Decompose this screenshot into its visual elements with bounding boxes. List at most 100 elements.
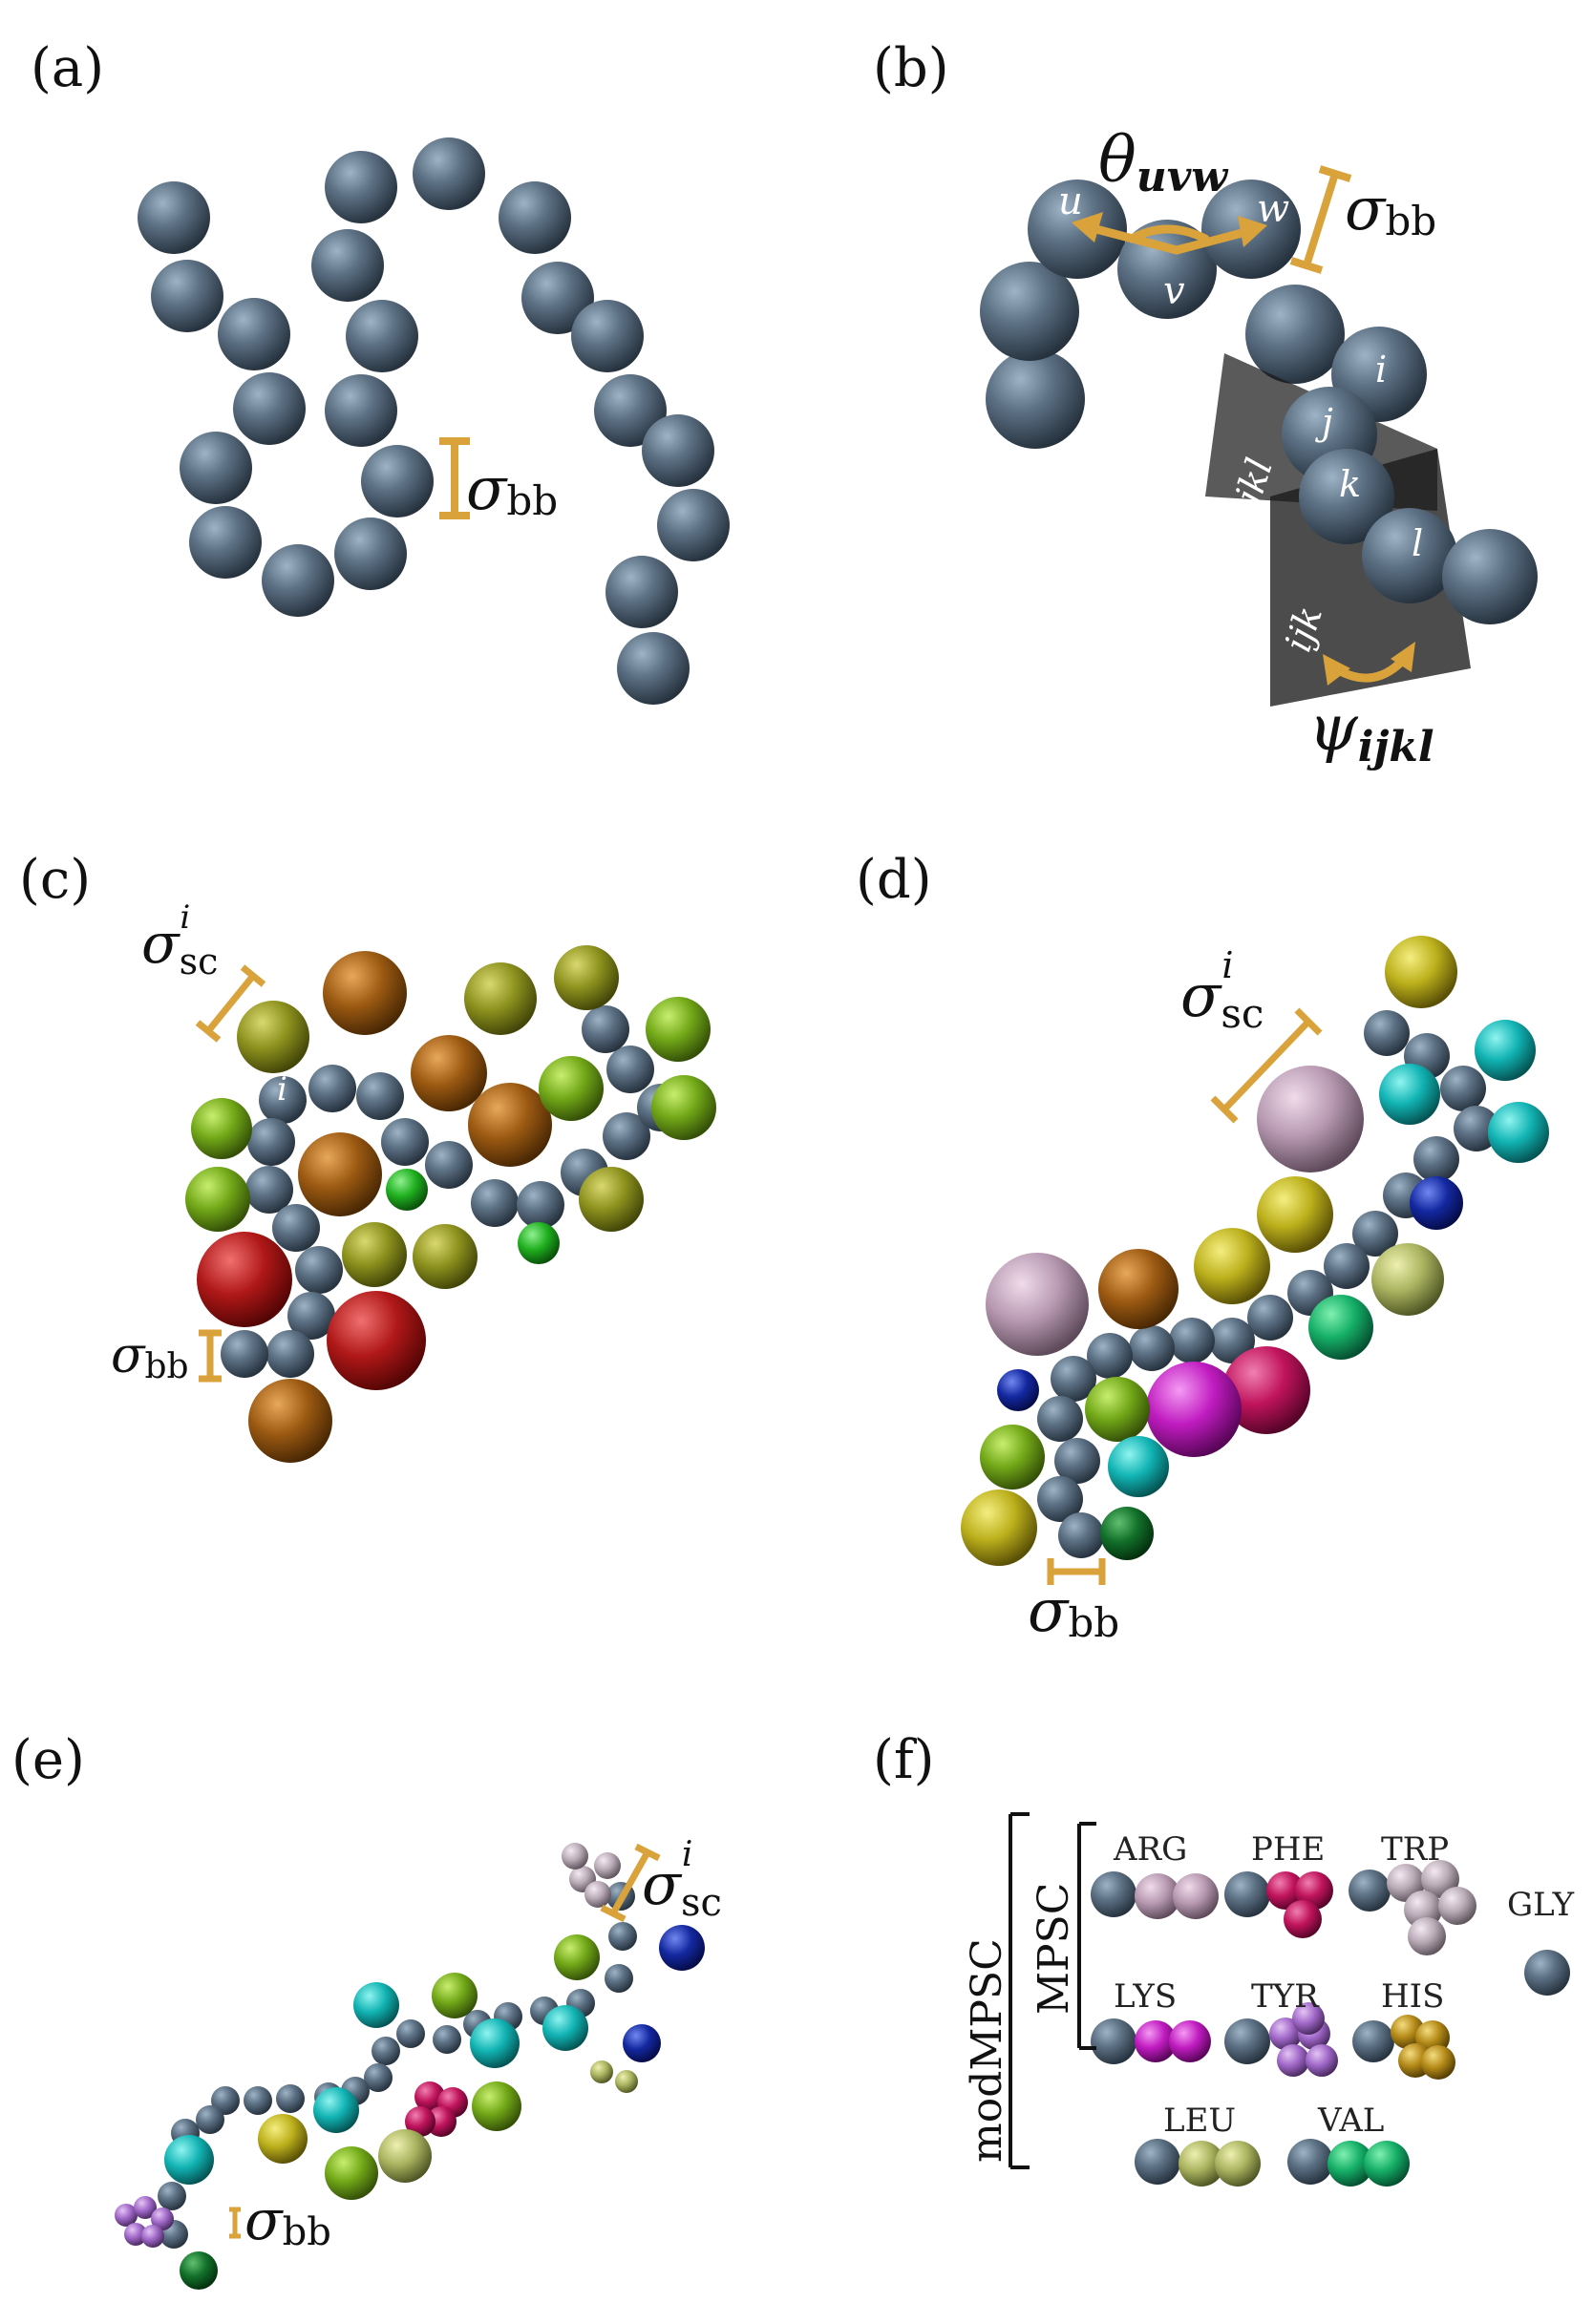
backbone-bead [218, 298, 290, 370]
dihedral-arrowhead-right [1391, 642, 1415, 672]
side-chain-bead [258, 2114, 308, 2164]
backbone-bead [517, 1181, 564, 1229]
arg-backbone-bead [1091, 1871, 1136, 1917]
angle-theta-arrows [1084, 222, 1254, 255]
side-chain-bead [313, 2087, 359, 2133]
val-backbone-bead [1287, 2139, 1333, 2185]
side-chain-bead [470, 2018, 520, 2068]
backbone-bead [1058, 1512, 1104, 1558]
side-chain-bead [1488, 1102, 1549, 1163]
backbone-bead [1129, 1325, 1175, 1371]
panel-label-f: (f) [873, 1729, 934, 1791]
side-chain-bead [378, 2129, 432, 2183]
bead-label-l: l [1412, 522, 1423, 564]
panel-f-residue-legend [1091, 1860, 1570, 2187]
side-chain-bead [386, 1169, 428, 1211]
backbone-bead [272, 1204, 320, 1252]
side-chain-bead [191, 1098, 252, 1159]
backbone-bead [571, 300, 644, 372]
panel-label-b: (b) [873, 37, 949, 99]
backbone-bead [1352, 1211, 1398, 1257]
dihedral-bead [1362, 508, 1457, 603]
backbone-bead [605, 1964, 633, 1993]
side-chain-bead [342, 1222, 407, 1287]
backbone-bead [605, 556, 678, 628]
side-chain-bead [554, 945, 619, 1010]
backbone-bead [356, 1072, 404, 1120]
side-chain-bead [298, 1132, 382, 1216]
side-chain-bead [432, 1973, 478, 2018]
side-chain-bead [164, 2135, 214, 2185]
trp-side-bead [1438, 1887, 1476, 1925]
backbone-bead [1051, 1356, 1096, 1402]
side-chain-bead [1222, 1346, 1310, 1434]
arg-side-bead [1173, 1873, 1219, 1919]
legend-label-arg: ARG [1113, 1830, 1187, 1869]
phe-side-bead [1266, 1871, 1305, 1910]
side-chain-bead [1100, 1507, 1154, 1560]
backbone-bead [980, 262, 1079, 361]
backbone-bead [606, 1046, 654, 1093]
side-chain-bead [411, 1035, 487, 1111]
panel-d-sigma-sc-scalebar [1210, 1007, 1323, 1124]
side-chain-bead [590, 2060, 613, 2083]
side-chain-bead [594, 1852, 621, 1879]
legend-label-phe: PHE [1251, 1830, 1325, 1869]
panel-c-mpsc-model [185, 945, 716, 1463]
backbone-bead [603, 1112, 650, 1160]
backbone-bead [413, 137, 485, 210]
legend-label-trp: TRP [1381, 1830, 1449, 1869]
backbone-bead [180, 432, 252, 504]
tyr-side-bead [1306, 2044, 1338, 2077]
backbone-bead [1442, 529, 1538, 624]
backbone-bead [1454, 1106, 1499, 1151]
backbone-bead [189, 506, 262, 579]
his-backbone-bead [1352, 2020, 1394, 2062]
modmpsc-bracket [1009, 1812, 1030, 2169]
side-chain-bead [1108, 1436, 1169, 1497]
legend-label-his: HIS [1381, 1977, 1444, 2016]
panel-e-sigma-sc-label: σsci [642, 1835, 722, 1925]
backbone-bead [1245, 285, 1345, 384]
side-chain-bead [646, 997, 711, 1062]
backbone-bead [1209, 1318, 1255, 1363]
side-chain-bead [353, 1982, 399, 2028]
side-chain-bead [1257, 1066, 1364, 1173]
gly-bead [1524, 1950, 1570, 1996]
modmpsc-label: modMPSC [963, 1938, 1011, 2163]
backbone-bead [433, 2025, 461, 2054]
backbone-bead [521, 262, 594, 334]
mpsc-label: MPSC [1030, 1883, 1078, 2015]
side-chain-bead [327, 1291, 426, 1390]
side-chain-bead [325, 2146, 378, 2200]
side-chain-bead [1308, 1295, 1373, 1360]
panel-b-sigma-bb-label: σbb [1345, 174, 1436, 244]
backbone-bead [276, 2084, 305, 2113]
backbone-bead [1413, 1136, 1459, 1182]
side-chain-bead [623, 2024, 661, 2062]
bead-label-w: w [1257, 187, 1289, 231]
side-chain-bead [185, 1167, 250, 1232]
panel-e-sigma-bb-label: σbb [244, 2187, 331, 2254]
panel-a-backbone-chain [138, 137, 730, 705]
backbone-bead [608, 1922, 637, 1951]
backbone-bead [244, 2086, 272, 2115]
side-chain-bead [180, 2251, 218, 2290]
backbone-bead [499, 181, 571, 254]
backbone-bead [211, 2086, 240, 2115]
side-chain-bead [615, 2070, 638, 2093]
mpsc-bracket [1077, 1822, 1096, 2050]
backbone-bead [1037, 1396, 1083, 1442]
tyr-side-bead [1292, 2002, 1325, 2035]
legend-label-tyr: TYR [1251, 1977, 1320, 2016]
panel-b-dihedral-beads [1282, 327, 1538, 624]
backbone-bead [1247, 1295, 1293, 1341]
tyr-backbone-bead [1224, 2018, 1270, 2064]
panel-c-sigma-bb-scalebar [199, 1329, 222, 1383]
panel-c-sigma-sc-label: σsci [141, 898, 218, 982]
panel-label-c: (c) [19, 849, 91, 911]
side-chain-bead [1098, 1249, 1179, 1329]
panel-c-bead-label-i: i [277, 1070, 287, 1109]
backbone-bead [346, 300, 418, 372]
side-chain-bead [539, 1056, 604, 1121]
